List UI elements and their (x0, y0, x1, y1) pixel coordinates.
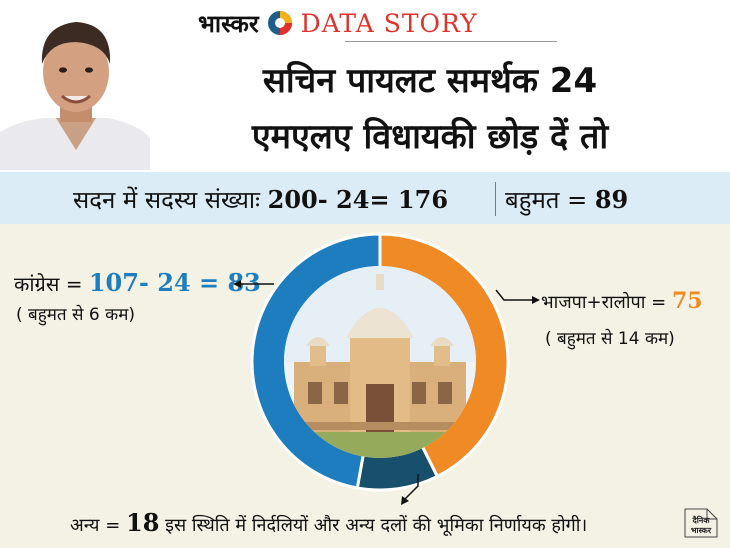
congress-label: कांग्रेस = 107- 24 = 83 (14, 268, 261, 297)
majority-value: 89 (594, 185, 629, 214)
pie-logo-icon (267, 11, 292, 35)
others-value: 18 (126, 508, 160, 537)
brand: भास्कर DATA STORY (198, 6, 478, 40)
header: भास्कर DATA STORY सचिन पायलट समर्थक 24 ए… (0, 0, 730, 170)
arrow-icon (233, 280, 274, 288)
publisher-stamp: दैनिक भास्कर (681, 503, 721, 541)
band-divider (495, 182, 496, 216)
seat-count: सदन में सदस्य संख्याः 200- 24= 176 (73, 183, 448, 216)
arrow-icon (401, 474, 419, 505)
title-line-1: सचिन पायलट समर्थक 24 (262, 61, 598, 101)
stamp-line-2: भास्कर (690, 526, 712, 535)
stamp-line-1: दैनिक (692, 516, 710, 525)
brand-underline (345, 41, 557, 42)
others-footer: अन्य = 18 इस स्थिति में निर्दलियों और अन… (70, 508, 587, 537)
stamp-mark (684, 508, 718, 538)
seat-count-value: 200- 24= 176 (267, 185, 449, 214)
majority-label: बहुमत = (505, 186, 595, 214)
brand-english: DATA STORY (300, 8, 478, 38)
title-line-2: एमएलए विधायकी छोड़ दें तो (251, 117, 609, 157)
congress-name: कांग्रेस = (14, 272, 89, 296)
congress-note: ( बहुमत से 6 कम) (16, 305, 135, 325)
bjp-value: 75 (671, 288, 703, 314)
majority: बहुमत = 89 (505, 183, 628, 216)
summary-band: सदन में सदस्य संख्याः 200- 24= 176 बहुमत… (0, 172, 730, 224)
bjp-name: भाजपा+रालोपा = (541, 292, 672, 313)
donut-chart (250, 232, 510, 492)
portrait-photo (0, 0, 150, 170)
congress-value: 107- 24 = 83 (88, 268, 261, 297)
others-name: अन्य = (70, 515, 127, 536)
arrow-icon (495, 289, 540, 304)
others-note: इस स्थिति में निर्दलियों और अन्य दलों की… (159, 515, 588, 536)
brand-hindi: भास्कर (198, 9, 259, 38)
seat-count-label: सदन में सदस्य संख्याः (73, 186, 268, 214)
bjp-note: ( बहुमत से 14 कम) (545, 329, 675, 349)
bjp-label: भाजपा+रालोपा = 75 (541, 288, 703, 314)
